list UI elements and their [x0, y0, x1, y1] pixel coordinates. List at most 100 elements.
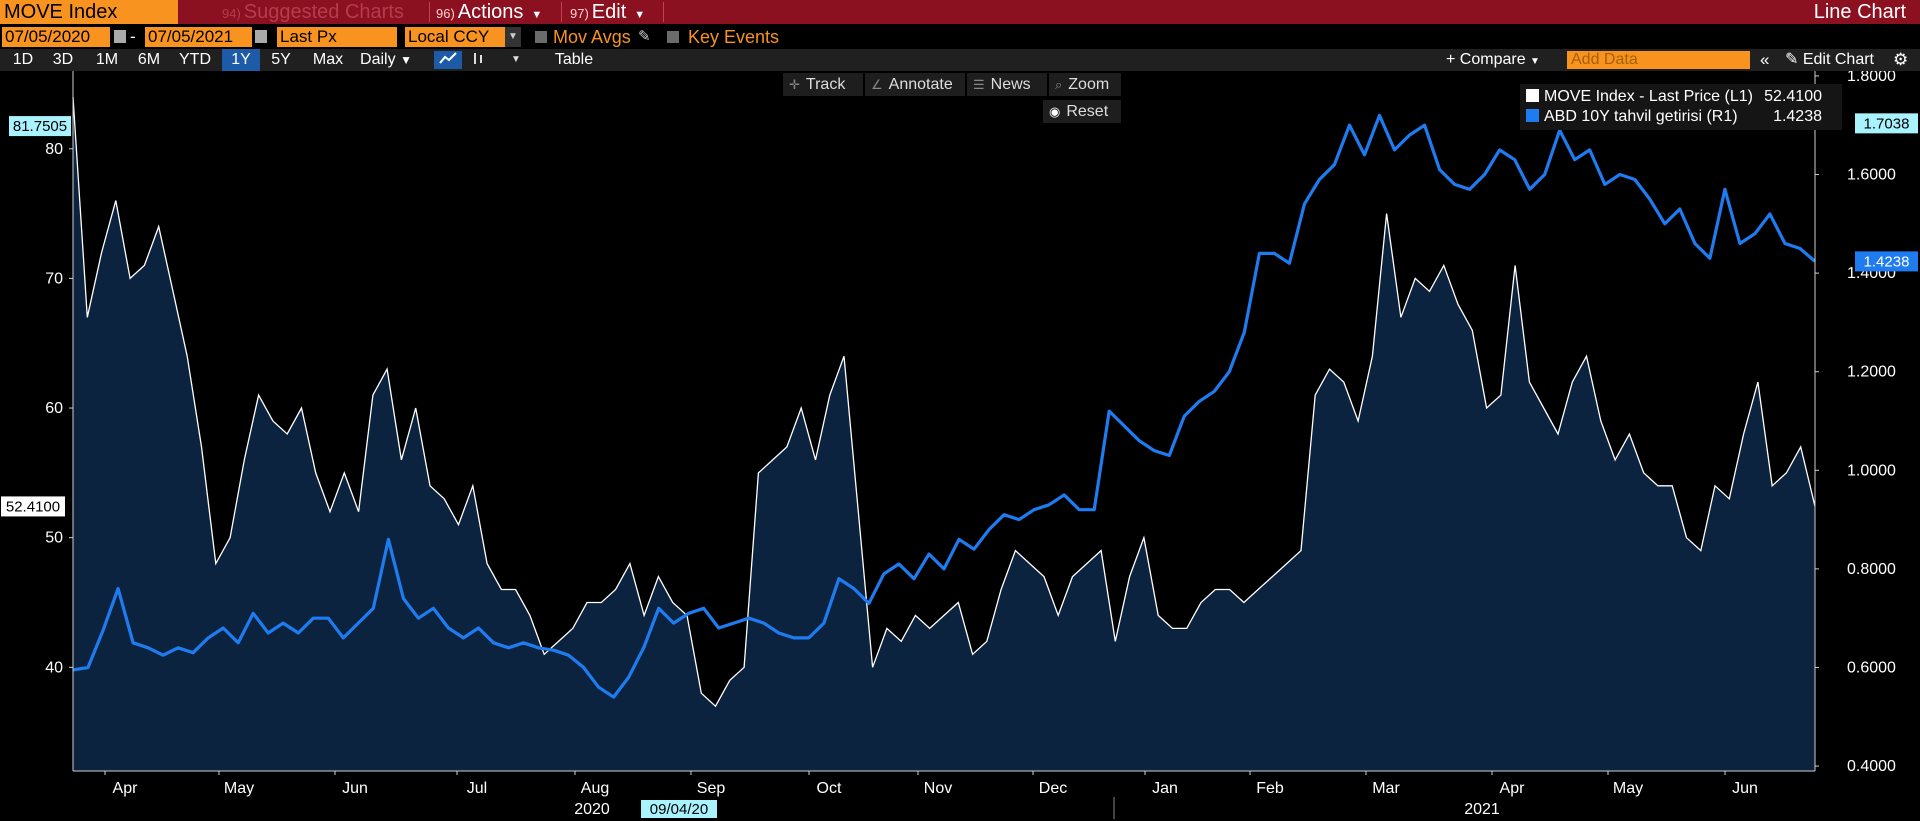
reset-label: Reset [1066, 103, 1109, 120]
frequency-select[interactable]: Daily ▼ [356, 49, 416, 71]
period-6m[interactable]: 6M [137, 51, 161, 68]
period-1m[interactable]: 1M [95, 51, 119, 68]
y-tick-label: 40 [45, 659, 63, 676]
calendar-icon[interactable] [114, 30, 126, 43]
actions-number: 96) [436, 6, 455, 21]
axes [69, 71, 1819, 819]
gear-icon[interactable]: ⚙ [1893, 50, 1909, 69]
period-max[interactable]: Max [312, 51, 344, 68]
start-date-field[interactable]: 07/05/2020 [2, 27, 110, 47]
actions-label: Actions [457, 1, 524, 23]
compare-label: + Compare [1446, 51, 1526, 68]
y2-tick-label: 1.0000 [1847, 462, 1896, 479]
left-last-label: 52.4100 [6, 498, 60, 515]
y2-tick-label: 0.8000 [1847, 561, 1896, 578]
suggested-charts-label: Suggested Charts [243, 1, 404, 23]
suggested-charts-menu[interactable]: 94) Suggested Charts [222, 0, 404, 24]
pencil-icon[interactable]: ✎ [638, 28, 651, 45]
compare-button[interactable]: + Compare ▼ [1446, 49, 1540, 73]
period-1d[interactable]: 1D [12, 51, 34, 68]
right-max-label-bg [1855, 113, 1918, 134]
period-3d[interactable]: 3D [52, 51, 74, 68]
move-index-line[interactable] [72, 96, 1816, 708]
title-bar: MOVE Index 94) Suggested Charts 96) Action… [0, 0, 1920, 24]
annotate-label: Annotate [888, 76, 953, 93]
caret-down-icon: ▼ [531, 9, 543, 21]
x-tick-label: Jun [342, 780, 368, 797]
legend-value: 52.4100 [1764, 88, 1822, 105]
yield-line[interactable] [72, 113, 1817, 699]
annotate-icon: ∠ [871, 77, 883, 92]
settings-row: 07/05/2020 - 07/05/2021 Last Px Local CC… [0, 26, 1920, 48]
key-events-checkbox[interactable] [667, 31, 679, 43]
cursor-date-label: 09/04/20 [650, 801, 708, 818]
ticker-input[interactable]: MOVE Index [0, 0, 178, 24]
add-data-input[interactable]: Add Data [1567, 51, 1750, 69]
pencil-icon: ✎ [1785, 51, 1799, 68]
news-button[interactable]: ☰ News [967, 73, 1047, 96]
right-max-label: 1.7038 [1864, 115, 1910, 132]
x-tick-label: Apr [1500, 780, 1526, 797]
caret-down-icon: ▼ [1530, 56, 1540, 67]
table-button[interactable]: Table [554, 51, 594, 68]
edit-label: Edit [591, 1, 627, 23]
legend-item-move[interactable]: MOVE Index - Last Price (L1) 52.4100 [1526, 87, 1832, 107]
zoom-label: Zoom [1068, 76, 1110, 93]
legend-item-yield[interactable]: ABD 10Y tahvil getirisi (R1) 1.4238 [1526, 107, 1832, 127]
left-max-label-bg [9, 116, 71, 137]
price-field-select[interactable]: Last Px [277, 27, 397, 47]
news-icon: ☰ [973, 77, 985, 92]
end-date-field[interactable]: 07/05/2021 [145, 27, 252, 47]
right-last-label: 1.4238 [1864, 253, 1910, 270]
reset-icon: ◉ [1049, 104, 1061, 119]
x-year-label: 2021 [1464, 801, 1500, 818]
period-ytd[interactable]: YTD [179, 51, 211, 68]
mov-avgs-checkbox[interactable] [535, 31, 547, 43]
currency-select[interactable]: Local CCY [405, 27, 505, 47]
x-tick-label: Jul [467, 780, 487, 797]
annotate-button[interactable]: ∠ Annotate [865, 73, 965, 96]
search-icon: ⌕ [1055, 77, 1063, 92]
frequency-label: Daily [360, 51, 396, 68]
axis-labels: 40 50 60 70 80 0.4000 0.6000 0.8000 1.0000 1.2000… [1, 71, 1918, 818]
x-tick-label: Sep [697, 780, 726, 797]
y2-tick-label: 0.6000 [1847, 659, 1896, 676]
suggested-charts-number: 94) [222, 6, 241, 21]
track-button[interactable]: ✛ Track [783, 73, 863, 96]
edit-menu[interactable]: 97) Edit ▼ [570, 0, 645, 24]
x-tick-label: Oct [817, 780, 842, 797]
bar-chart-icon[interactable] [466, 51, 490, 69]
zoom-button[interactable]: ⌕ Zoom [1049, 73, 1121, 96]
legend-label: MOVE Index - Last Price (L1) [1544, 88, 1753, 105]
legend-value: 1.4238 [1773, 108, 1822, 125]
calendar-icon[interactable] [255, 30, 267, 43]
y-tick-label: 60 [45, 400, 63, 417]
right-last-label-bg [1855, 251, 1918, 272]
date-separator: - [130, 27, 136, 46]
move-area [73, 96, 1815, 771]
left-max-label: 81.7505 [13, 118, 67, 135]
caret-down-icon: ▼ [400, 53, 412, 67]
y-tick-label: 50 [45, 530, 63, 547]
line-chart[interactable]: 40 50 60 70 80 0.4000 0.6000 0.8000 1.0000 1.2000… [0, 71, 1920, 821]
actions-menu[interactable]: 96) Actions ▼ [436, 0, 542, 24]
track-label: Track [805, 76, 846, 93]
edit-number: 97) [570, 6, 589, 21]
collapse-icon[interactable]: « [1760, 50, 1770, 69]
period-5y[interactable]: 5Y [271, 51, 291, 68]
chart-type-label: Line Chart [1813, 1, 1906, 23]
line-chart-icon[interactable] [434, 51, 462, 69]
reset-button[interactable]: ◉ Reset [1043, 100, 1121, 123]
edit-chart-button[interactable]: ✎ Edit Chart [1785, 49, 1874, 71]
x-tick-label: May [224, 780, 254, 797]
period-1y[interactable]: 1Y [222, 49, 260, 71]
x-tick-label: Feb [1256, 780, 1284, 797]
x-tick-label: Nov [924, 780, 952, 797]
x-tick-label: Aug [581, 780, 609, 797]
y-tick-label: 80 [45, 141, 63, 158]
cursor-date-tag [641, 800, 717, 818]
currency-dropdown-icon[interactable]: ▼ [505, 27, 521, 47]
menu-divider [561, 2, 562, 22]
menu-divider [429, 2, 430, 22]
chart-style-dropdown-icon[interactable]: ▼ [511, 54, 521, 65]
